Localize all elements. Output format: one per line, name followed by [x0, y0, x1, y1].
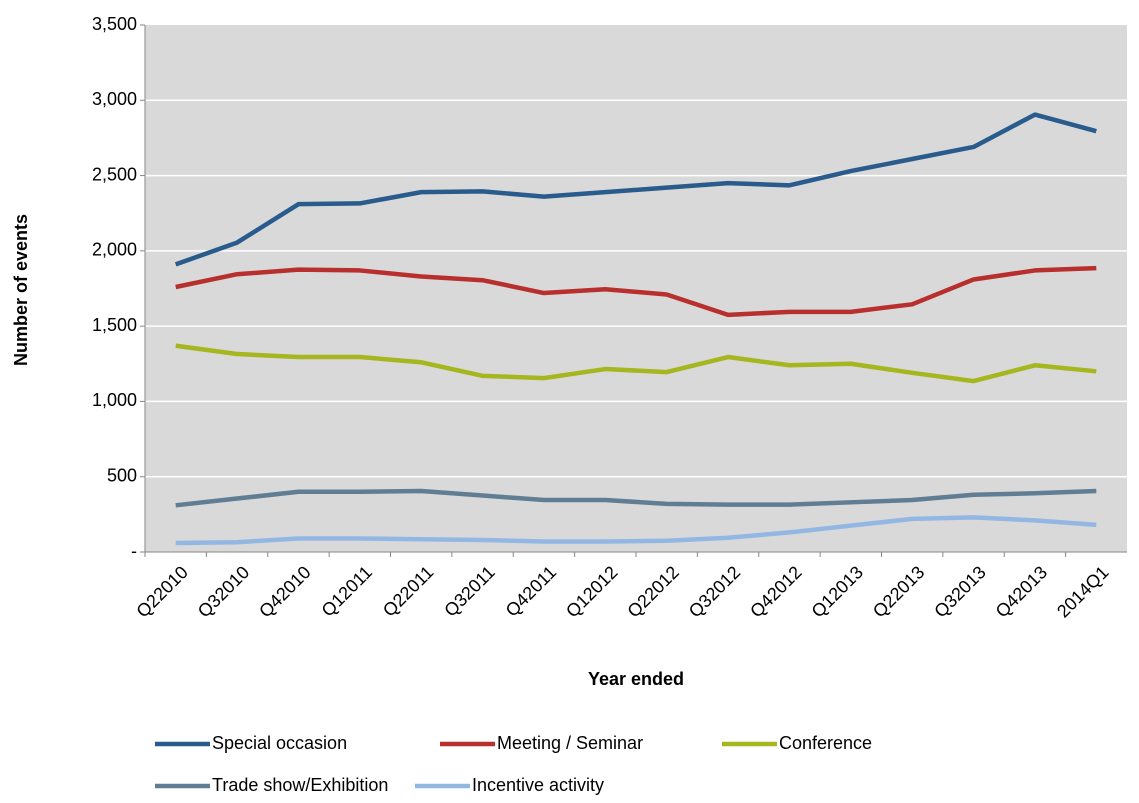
x-axis-title: Year ended: [588, 669, 684, 689]
series-line: [174, 112, 1097, 267]
x-tick-label: Q42013: [992, 562, 1051, 621]
y-tick-label: -: [131, 541, 137, 561]
y-axis-title: Number of events: [11, 214, 31, 366]
y-tick-label: 500: [107, 465, 137, 485]
x-tick-label: Q22011: [379, 562, 437, 620]
y-tick-label: 1,500: [92, 315, 137, 335]
x-tick-label: Q32012: [685, 562, 744, 621]
x-tick-label: Q22010: [132, 562, 191, 621]
x-tick-label: Q32013: [930, 562, 989, 621]
x-tick-label: Q32011: [440, 562, 498, 620]
series-line: [175, 515, 1097, 546]
y-tick-label: 3,000: [92, 89, 137, 109]
y-tick-label: 3,500: [92, 14, 137, 34]
x-tick-label: Q12013: [808, 562, 867, 621]
y-tick-label: 2,500: [92, 164, 137, 184]
x-tick-label: Q12012: [562, 562, 621, 621]
x-tick-label: Q42010: [255, 562, 314, 621]
legend-label: Incentive activity: [472, 775, 604, 795]
x-tick-label: Q12011: [318, 562, 376, 620]
x-tick-label: 2014Q1: [1053, 562, 1112, 621]
series-line: [175, 343, 1097, 384]
series-line: [175, 488, 1097, 508]
series-line: [175, 265, 1097, 318]
y-tick-label: 1,000: [92, 390, 137, 410]
x-tick-label: Q32010: [194, 562, 253, 621]
y-tick-label: 2,000: [92, 240, 137, 260]
x-tick-label: Q42012: [746, 562, 805, 621]
legend-label: Trade show/Exhibition: [212, 775, 388, 795]
legend-label: Meeting / Seminar: [497, 733, 643, 753]
plot-area: [145, 25, 1127, 552]
x-tick-label: Q22013: [869, 562, 928, 621]
x-tick-label: Q22012: [623, 562, 682, 621]
legend-label: Conference: [779, 733, 872, 753]
legend-label: Special occasion: [212, 733, 347, 753]
x-tick-label: Q42011: [502, 562, 560, 620]
